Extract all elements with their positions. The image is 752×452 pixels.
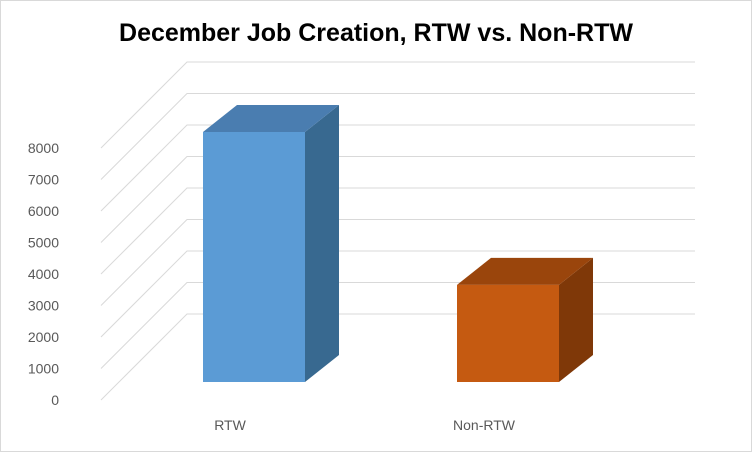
- y-tick-label: 6000: [28, 203, 59, 219]
- y-tick-label: 1000: [28, 361, 59, 377]
- x-category-label: RTW: [214, 417, 246, 433]
- x-category-label: Non-RTW: [453, 417, 516, 433]
- gridline: [100, 250, 695, 338]
- bar-rtw: [203, 132, 305, 382]
- y-tick-label: 0: [51, 392, 59, 408]
- y-tick-label: 8000: [28, 140, 59, 156]
- gridline: [100, 187, 695, 275]
- gridline: [100, 93, 695, 180]
- y-tick-label: 2000: [28, 329, 59, 345]
- bar-non-rtw: [457, 284, 559, 382]
- gridline: [100, 124, 695, 212]
- gridline: [100, 219, 695, 306]
- gridline: [100, 282, 695, 369]
- bar-top-non-rtw: [457, 257, 593, 285]
- y-tick-label: 7000: [28, 172, 59, 188]
- y-tick-label: 4000: [28, 266, 59, 282]
- gridline: [100, 313, 695, 401]
- y-tick-label: 3000: [28, 298, 59, 314]
- chart-title: December Job Creation, RTW vs. Non-RTW: [119, 19, 633, 47]
- bar-top-rtw: [203, 105, 339, 132]
- gridline: [100, 156, 695, 243]
- gridline: [100, 61, 695, 149]
- y-tick-label: 5000: [28, 235, 59, 251]
- bar-side-non-rtw: [559, 257, 593, 382]
- bar-side-rtw: [305, 105, 339, 382]
